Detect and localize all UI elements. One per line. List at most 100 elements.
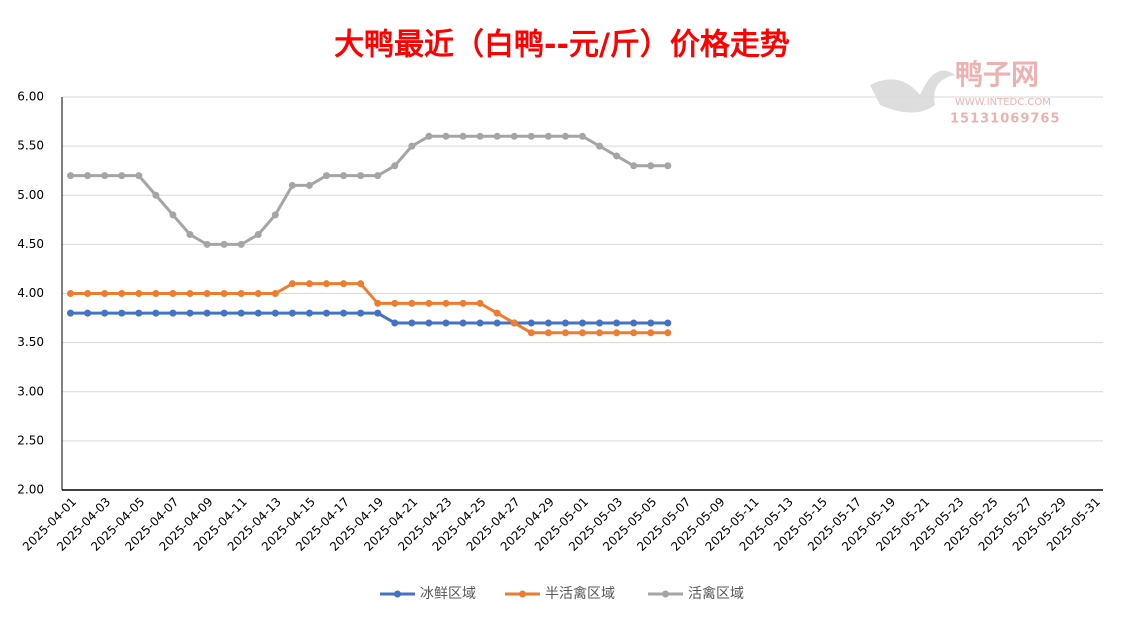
data-point bbox=[459, 132, 467, 140]
legend-label: 冰鲜区域 bbox=[420, 586, 476, 602]
data-point bbox=[374, 172, 382, 180]
data-point bbox=[596, 319, 604, 327]
data-point bbox=[323, 309, 331, 317]
data-point bbox=[476, 299, 484, 307]
data-point bbox=[596, 142, 604, 150]
data-point bbox=[630, 329, 638, 337]
data-point bbox=[630, 319, 638, 327]
data-point bbox=[561, 329, 569, 337]
data-point bbox=[442, 299, 450, 307]
data-point bbox=[357, 309, 365, 317]
data-point bbox=[135, 290, 143, 297]
data-point bbox=[493, 132, 501, 140]
data-point bbox=[254, 231, 262, 239]
legend-label: 活禽区域 bbox=[688, 585, 744, 602]
data-point bbox=[135, 172, 143, 180]
data-point bbox=[408, 142, 416, 150]
data-point bbox=[544, 319, 552, 327]
data-point bbox=[408, 299, 416, 307]
data-point bbox=[186, 231, 194, 239]
data-point bbox=[613, 152, 621, 160]
data-point bbox=[561, 132, 569, 140]
data-point bbox=[254, 309, 262, 317]
data-point bbox=[579, 329, 586, 337]
y-tick-label: 4.50 bbox=[17, 237, 44, 251]
data-point bbox=[220, 309, 228, 317]
data-point bbox=[425, 132, 433, 140]
y-tick-label: 2.00 bbox=[17, 483, 44, 497]
data-point bbox=[527, 329, 535, 337]
data-point bbox=[84, 309, 92, 317]
data-point bbox=[135, 309, 143, 317]
data-point bbox=[442, 132, 450, 140]
data-point bbox=[220, 290, 228, 297]
data-point bbox=[169, 211, 177, 219]
watermark-logo bbox=[870, 70, 955, 113]
data-point bbox=[305, 280, 313, 288]
y-tick-label: 3.50 bbox=[17, 335, 44, 349]
data-point bbox=[101, 172, 109, 180]
data-point bbox=[579, 319, 586, 327]
data-point bbox=[203, 290, 211, 297]
data-point bbox=[493, 309, 501, 317]
data-point bbox=[169, 290, 177, 297]
data-point bbox=[152, 290, 160, 297]
data-point bbox=[425, 319, 433, 327]
data-point bbox=[288, 280, 296, 288]
data-point bbox=[664, 329, 672, 337]
data-point bbox=[374, 309, 382, 317]
legend-marker bbox=[394, 590, 401, 598]
data-point bbox=[186, 309, 194, 317]
data-point bbox=[630, 162, 638, 170]
data-point bbox=[101, 309, 109, 317]
data-point bbox=[613, 329, 621, 337]
data-point bbox=[647, 162, 655, 170]
data-point bbox=[357, 280, 365, 288]
data-point bbox=[288, 309, 296, 317]
data-point bbox=[357, 172, 365, 180]
data-point bbox=[596, 329, 604, 337]
data-point bbox=[288, 181, 296, 189]
legend-label: 半活禽区域 bbox=[545, 585, 615, 602]
data-point bbox=[544, 329, 552, 337]
data-point bbox=[203, 240, 211, 248]
y-tick-label: 4.00 bbox=[17, 286, 44, 300]
y-tick-label: 2.50 bbox=[17, 433, 44, 447]
data-point bbox=[476, 132, 484, 140]
data-point bbox=[391, 299, 399, 307]
watermark-site: WWW.INTEDC.COM bbox=[955, 97, 1051, 108]
data-point bbox=[664, 319, 672, 327]
data-point bbox=[237, 309, 245, 317]
data-point bbox=[67, 290, 75, 297]
data-point bbox=[305, 181, 313, 189]
data-point bbox=[664, 162, 672, 170]
y-tick-label: 3.00 bbox=[17, 384, 44, 398]
data-point bbox=[152, 191, 160, 199]
watermark: 鸭子网 WWW.INTEDC.COM 15131069765 bbox=[870, 58, 1061, 127]
data-point bbox=[544, 132, 552, 140]
data-point bbox=[67, 309, 75, 317]
data-point bbox=[391, 162, 399, 170]
watermark-name: 鸭子网 bbox=[955, 58, 1039, 91]
y-tick-label: 6.00 bbox=[17, 90, 44, 104]
data-point bbox=[459, 299, 467, 307]
data-point bbox=[510, 132, 518, 140]
data-point bbox=[579, 132, 586, 140]
watermark-phone: 15131069765 bbox=[950, 112, 1061, 127]
data-point bbox=[271, 309, 279, 317]
data-point bbox=[647, 329, 655, 337]
data-point bbox=[510, 319, 518, 327]
data-point bbox=[152, 309, 160, 317]
data-point bbox=[613, 319, 621, 327]
data-point bbox=[442, 319, 450, 327]
data-point bbox=[561, 319, 569, 327]
data-point bbox=[186, 290, 194, 297]
y-tick-label: 5.50 bbox=[17, 139, 44, 153]
data-point bbox=[323, 280, 331, 288]
data-point bbox=[493, 319, 501, 327]
data-point bbox=[305, 309, 313, 317]
data-point bbox=[118, 309, 126, 317]
data-point bbox=[271, 290, 279, 297]
